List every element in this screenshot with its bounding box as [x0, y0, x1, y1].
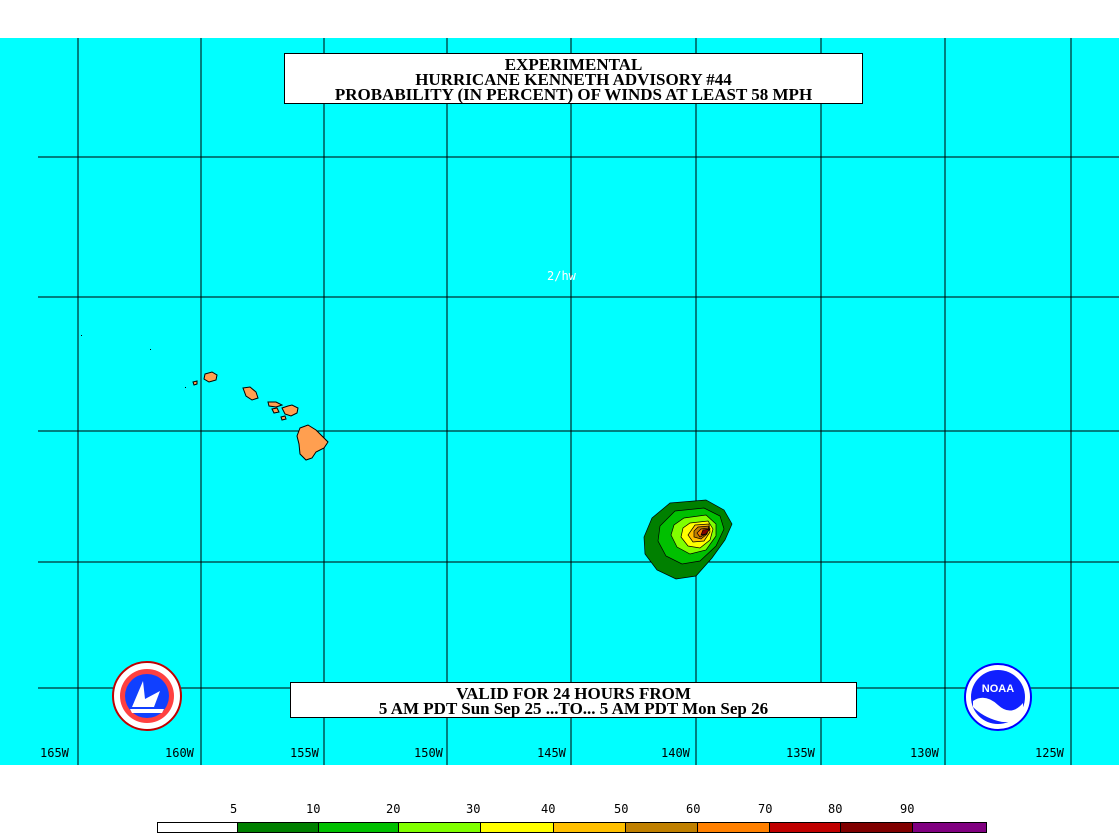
title-line-1: EXPERIMENTAL [504, 55, 643, 74]
lon-label-150w: 150W [414, 746, 443, 760]
legend-label: 10 [306, 802, 321, 816]
valid-line-1: VALID FOR 24 HOURS FROM [456, 684, 691, 703]
island-maui [281, 404, 299, 417]
lon-label-125w: 125W [1035, 746, 1064, 760]
lon-label-135w: 135W [786, 746, 815, 760]
wind-probability-contours [643, 499, 733, 580]
legend-label: 30 [466, 802, 481, 816]
legend-swatch [158, 823, 238, 832]
legend-label: 50 [614, 802, 629, 816]
legend-color-bar [157, 822, 987, 833]
noaa-logo-text: NOAA [982, 683, 1014, 695]
legend-label: 80 [828, 802, 843, 816]
lon-label-165w: 165W [40, 746, 69, 760]
credit-text: 2/hw [547, 269, 576, 283]
lon-label-145w: 145W [537, 746, 566, 760]
small-islets [81, 335, 186, 388]
legend-swatch [481, 823, 554, 832]
legend-swatch [399, 823, 481, 832]
island-lanai [271, 407, 280, 414]
legend-swatch [554, 823, 626, 832]
legend-labels: 5 10 20 30 40 50 60 70 80 90 [0, 802, 1119, 818]
legend-label: 90 [900, 802, 915, 816]
island-hawaii [296, 424, 329, 461]
legend-swatch [626, 823, 698, 832]
island-oahu [242, 386, 259, 401]
legend-label: 20 [386, 802, 401, 816]
legend-label: 40 [541, 802, 556, 816]
legend-swatch [913, 823, 986, 832]
title-line-3: PROBABILITY (IN PERCENT) OF WINDS AT LEA… [334, 85, 813, 104]
lon-label-140w: 140W [661, 746, 690, 760]
lat-lon-grid [38, 38, 1119, 765]
hawaiian-islands [192, 371, 329, 461]
contour-70 [700, 528, 711, 536]
legend-swatch [238, 823, 319, 832]
island-kauai [203, 371, 218, 383]
valid-line-2: 5 AM PDT Sun Sep 25 ...TO... 5 AM PDT Mo… [378, 699, 769, 718]
legend-label: 60 [686, 802, 701, 816]
legend-swatch [319, 823, 399, 832]
map-canvas [38, 38, 1119, 765]
legend-label: 70 [758, 802, 773, 816]
title-line-2: HURRICANE KENNETH ADVISORY #44 [415, 70, 732, 89]
legend-swatch [698, 823, 770, 832]
nws-logo [110, 661, 184, 736]
lon-label-155w: 155W [290, 746, 319, 760]
lon-label-160w: 160W [165, 746, 194, 760]
island-niihau [192, 380, 198, 386]
map-area: EXPERIMENTAL HURRICANE KENNETH ADVISORY … [0, 38, 1119, 765]
legend-label: 5 [230, 802, 238, 816]
noaa-logo: NOAA [963, 663, 1033, 736]
lon-label-130w: 130W [910, 746, 939, 760]
island-molokai [267, 401, 284, 408]
valid-period-box: VALID FOR 24 HOURS FROM 5 AM PDT Sun Sep… [290, 682, 857, 718]
legend-swatch [770, 823, 841, 832]
legend-swatch [841, 823, 913, 832]
title-box: EXPERIMENTAL HURRICANE KENNETH ADVISORY … [284, 53, 863, 104]
island-kahoolawe [280, 415, 287, 421]
